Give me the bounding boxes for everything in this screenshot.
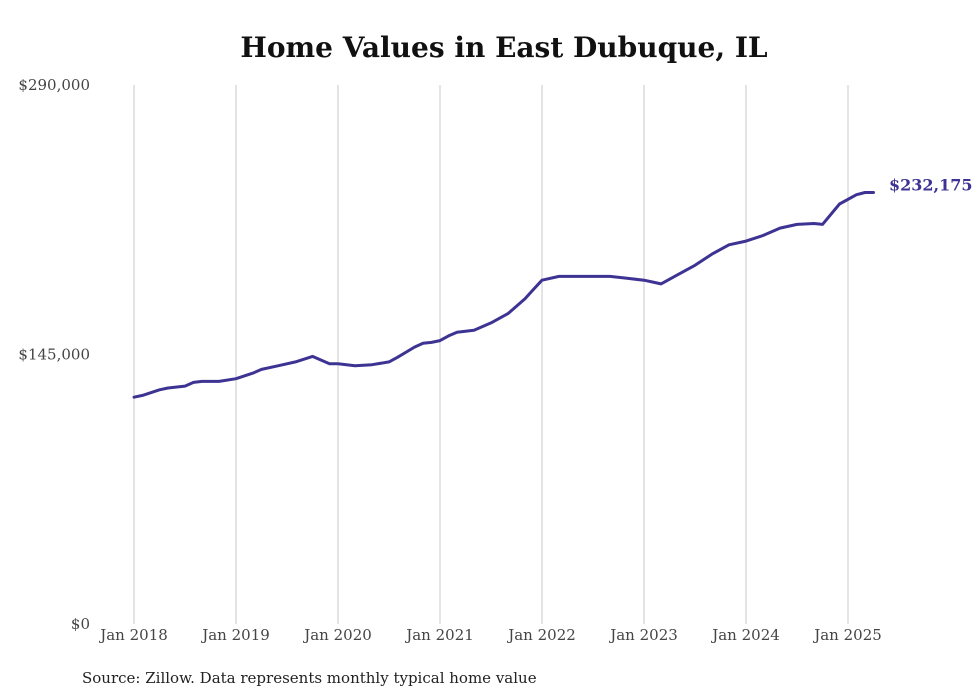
source-note: Source: Zillow. Data represents monthly … [82,669,537,687]
x-tick-label: Jan 2023 [608,626,678,644]
x-tick-label: Jan 2025 [812,626,882,644]
series-line [132,191,875,399]
end-value-label: $232,175 [889,176,973,195]
x-tick-label: Jan 2024 [710,626,780,644]
x-tick-label: Jan 2021 [404,626,474,644]
x-tick-label: Jan 2022 [506,626,576,644]
y-tick-label: $290,000 [18,76,90,94]
x-axis: Jan 2018 Jan 2019 Jan 2020 Jan 2021 Jan 2022… [98,626,882,644]
y-tick-label: $145,000 [18,346,90,364]
chart-title: Home Values in East Dubuque, IL [240,31,768,64]
series-layer [132,191,875,399]
y-tick-label: $0 [71,615,90,633]
x-tick-label: Jan 2020 [302,626,372,644]
y-axis: $0 $145,000 $290,000 [18,76,90,633]
gridlines [133,85,849,624]
x-tick-label: Jan 2019 [200,626,270,644]
x-tick-label: Jan 2018 [98,626,168,644]
